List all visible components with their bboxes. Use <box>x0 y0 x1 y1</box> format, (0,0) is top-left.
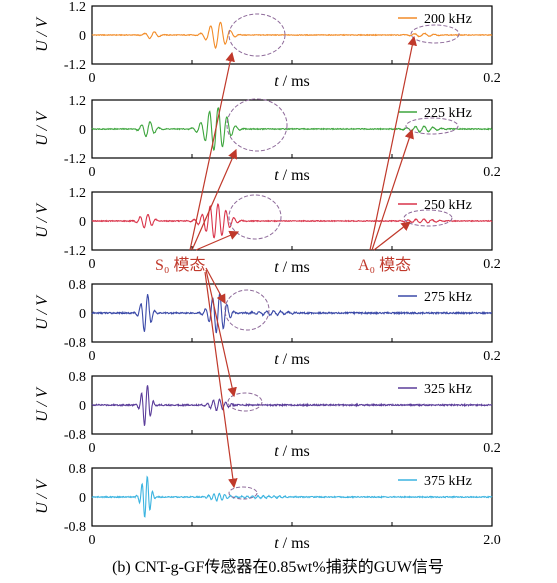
y-tick-label: 0 <box>79 29 86 44</box>
signal-trace <box>91 385 493 426</box>
mode-ellipse <box>228 13 286 57</box>
y-tick-label: 1.2 <box>69 0 87 15</box>
s0-arrow <box>205 269 237 398</box>
mode-ellipse <box>226 98 288 152</box>
x-axis-label: t / ms <box>274 259 310 276</box>
y-tick-label: 0 <box>79 399 86 414</box>
x-axis-label: t / ms <box>274 443 310 460</box>
y-axis-label: U / V <box>34 478 51 514</box>
mode-ellipse <box>228 194 282 240</box>
y-tick-label: 0.8 <box>69 278 87 293</box>
y-tick-label: -1.2 <box>64 152 86 167</box>
y-axis-label: U / V <box>34 110 51 146</box>
y-tick-label: 0 <box>79 215 86 230</box>
y-tick-label: 0.8 <box>69 462 87 477</box>
x-tick-label: 0.2 <box>483 71 501 86</box>
signal-trace <box>91 203 493 239</box>
x-axis-label: t / ms <box>274 167 310 184</box>
s0-mode-label: S₀ 模态 <box>155 256 205 274</box>
panel-2: 1.20-1.20 0.2t / msU / V 250 kHz <box>34 186 501 276</box>
mode-ellipse <box>403 209 453 227</box>
a0-arrow <box>371 128 414 251</box>
x-tick-label: 2.0 <box>483 533 501 548</box>
signal-trace <box>91 292 493 334</box>
y-tick-label: -1.2 <box>64 58 86 73</box>
mode-annotations: S₀ 模态 A₀ 模态 <box>155 13 460 500</box>
panel-3: 0.80-0.80 0.2t / msU / V 275 kHz <box>34 278 501 368</box>
x-tick-label: 0 <box>89 257 96 272</box>
legend-label: 200 kHz <box>424 12 472 27</box>
x-axis-label: t / ms <box>274 73 310 90</box>
y-tick-label: 1.2 <box>69 94 87 109</box>
y-tick-label: -1.2 <box>64 244 86 259</box>
mode-ellipse <box>405 117 459 135</box>
legend-label: 225 kHz <box>424 106 472 121</box>
mode-ellipse <box>227 392 263 412</box>
y-axis-label: U / V <box>34 294 51 330</box>
legend-label: 250 kHz <box>424 198 472 213</box>
x-tick-label: 0.2 <box>483 257 501 272</box>
x-tick-label: 0 <box>89 165 96 180</box>
a0-arrow <box>373 221 411 251</box>
y-axis-label: U / V <box>34 202 51 238</box>
y-tick-label: -0.8 <box>64 428 86 443</box>
y-axis-label: U / V <box>34 16 51 52</box>
y-tick-label: 0 <box>79 307 86 322</box>
s0-arrow <box>189 51 235 251</box>
y-axis-label: U / V <box>34 386 51 422</box>
mode-ellipse <box>410 24 460 44</box>
figure-caption: (b) CNT-g-GF传感器在0.85wt%捕获的GUW信号 <box>112 558 444 576</box>
s0-arrow <box>191 148 238 251</box>
y-tick-label: -0.8 <box>64 520 86 535</box>
mode-ellipse <box>228 486 258 500</box>
y-tick-label: 0 <box>79 123 86 138</box>
signal-trace <box>91 475 493 518</box>
legend-label: 275 kHz <box>424 290 472 305</box>
y-tick-label: 0.8 <box>69 370 87 385</box>
x-tick-label: 0 <box>89 71 96 86</box>
panel-4: 0.80-0.80 0.2t / msU / V 325 kHz <box>34 370 501 460</box>
mode-ellipse <box>224 289 270 331</box>
a0-mode-label: A₀ 模态 <box>358 256 411 274</box>
s0-arrow <box>204 271 238 489</box>
x-tick-label: 0 <box>89 533 96 548</box>
legend-label: 375 kHz <box>424 474 472 489</box>
signal-trace <box>91 106 493 152</box>
panel-0: 1.20-1.20 0.2t / msU / V 200 kHz <box>34 0 501 90</box>
legend-label: 325 kHz <box>424 382 472 397</box>
x-tick-label: 0 <box>89 441 96 456</box>
s0-arrow <box>195 230 240 251</box>
y-tick-label: 1.2 <box>69 186 87 201</box>
x-tick-label: 0.2 <box>483 349 501 364</box>
panel-5: 0.80-0.80 2.0t / msU / V 375 kHz <box>34 462 501 552</box>
x-tick-label: 0.2 <box>483 441 501 456</box>
y-tick-label: 0 <box>79 491 86 506</box>
s0-arrow <box>205 267 226 305</box>
a0-arrow <box>369 35 418 251</box>
x-tick-label: 0.2 <box>483 165 501 180</box>
x-tick-label: 0 <box>89 349 96 364</box>
x-axis-label: t / ms <box>274 535 310 552</box>
signal-trace <box>91 21 493 50</box>
panel-1: 1.20-1.20 0.2t / msU / V 225 kHz <box>34 94 501 184</box>
y-tick-label: -0.8 <box>64 336 86 351</box>
x-axis-label: t / ms <box>274 351 310 368</box>
